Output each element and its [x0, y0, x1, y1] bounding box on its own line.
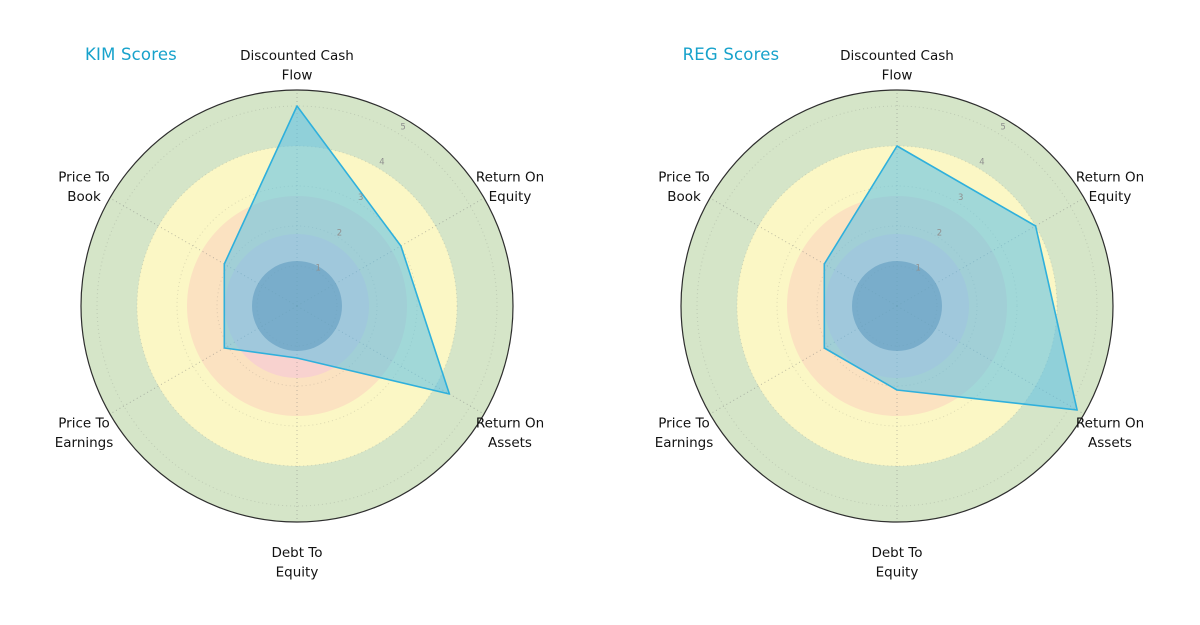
kim-chart-panel: KIM Scores 1 2 3 4 5 Discounted Cash Flow Retur…: [55, 45, 544, 581]
axis-label: Return On Assets: [476, 416, 544, 452]
radial-tick-label: 4: [379, 158, 384, 168]
radial-tick-label: 2: [337, 228, 342, 238]
axis-label: Return On Assets: [1076, 416, 1144, 452]
grid-circle: [96, 105, 498, 507]
grid-circle: [696, 105, 1098, 507]
outer-circle: [680, 89, 1114, 523]
axis-label: Return On Equity: [476, 170, 544, 206]
grid-circle: [736, 145, 1058, 467]
radial-tick-label: 1: [915, 264, 920, 274]
radial-tick-label: 5: [400, 122, 405, 132]
radial-tick-label: 4: [979, 158, 984, 168]
axis-label: Discounted Cash Flow: [240, 48, 354, 84]
outer-circle: [80, 89, 514, 523]
radar-chart: 1 2 3 4 5 Discounted Cash Flow Return On Equity R…: [655, 48, 1144, 581]
radar-series-polygon: [823, 145, 1078, 411]
radial-tick-label: 1: [315, 264, 320, 274]
radial-tick-label: 3: [958, 193, 963, 203]
radar-chart: 1 2 3 4 5 Discounted Cash Flow Return On Equity R…: [55, 48, 544, 581]
radial-tick-label: 5: [1000, 122, 1005, 132]
chart-title: KIM Scores: [85, 45, 177, 64]
axis-label: Price To Book: [58, 170, 109, 206]
grid-circle: [136, 145, 458, 467]
axis-label: Debt To Equity: [871, 545, 922, 581]
axis-label: Price To Earnings: [655, 416, 714, 452]
axis-label: Price To Earnings: [55, 416, 114, 452]
axis-label: Discounted Cash Flow: [840, 48, 954, 84]
axis-label: Price To Book: [658, 170, 709, 206]
axis-label: Debt To Equity: [271, 545, 322, 581]
radial-tick-label: 3: [358, 193, 363, 203]
axis-label: Return On Equity: [1076, 170, 1144, 206]
reg-chart-panel: REG Scores 1 2 3 4 5 Discounted Cash Flow Retur…: [600, 0, 1200, 625]
radar-series-polygon: [223, 105, 451, 395]
radial-tick-label: 2: [937, 228, 942, 238]
chart-title: REG Scores: [682, 45, 780, 64]
